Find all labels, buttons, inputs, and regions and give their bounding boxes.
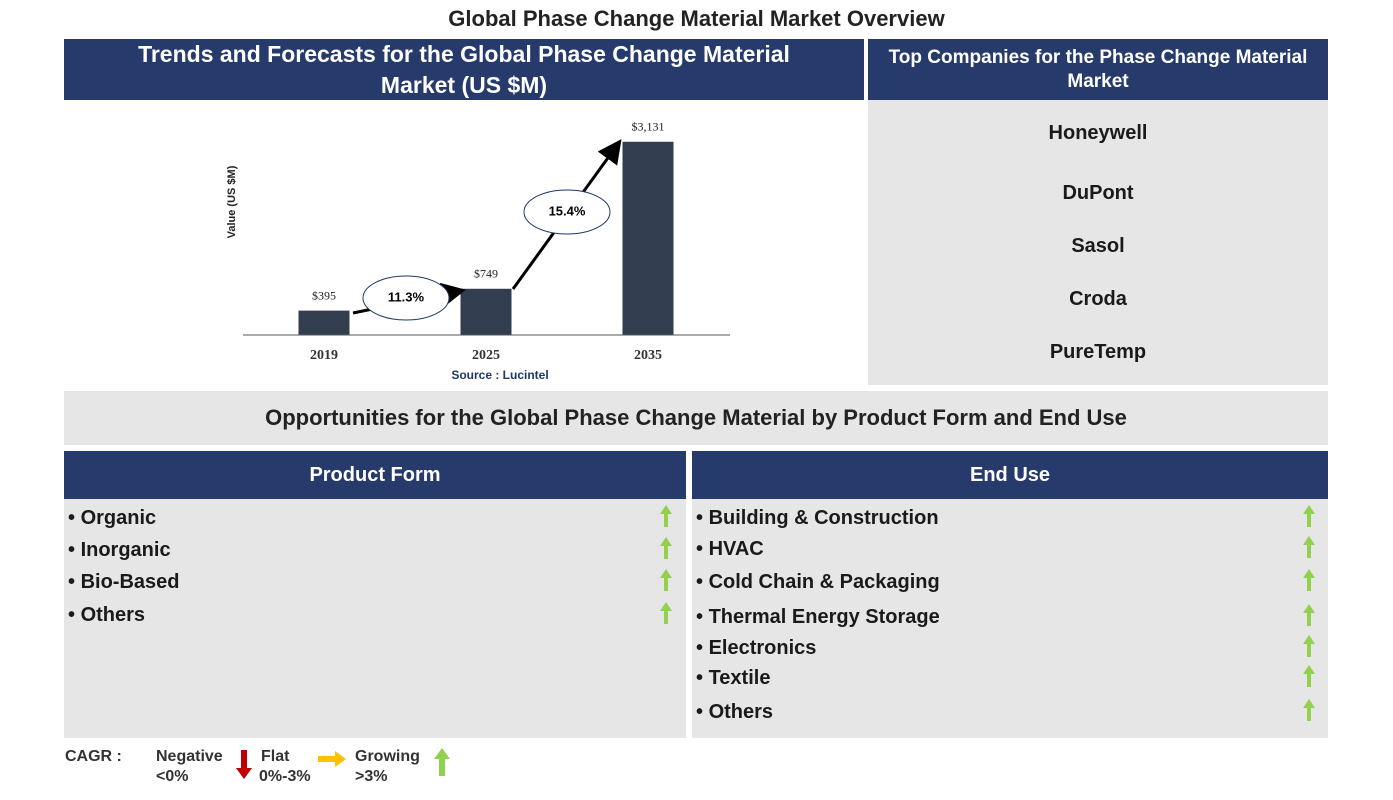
- legend-flat-range: 0%-3%: [259, 768, 311, 785]
- growing-arrow: [434, 748, 450, 776]
- bullet: •: [696, 667, 709, 689]
- bullet: •: [696, 637, 709, 659]
- negative-arrow: [236, 750, 252, 779]
- end-use-header: End Use: [692, 451, 1328, 499]
- list-item: • Electronics: [696, 637, 816, 660]
- item-text: Inorganic: [80, 539, 171, 561]
- cagr-bubble: [362, 275, 450, 321]
- company-name: Honeywell: [1048, 122, 1148, 144]
- source: Source : Lucintel: [451, 368, 548, 382]
- bullet: •: [696, 507, 709, 529]
- list-item: • Building & Construction: [696, 507, 939, 530]
- legend-negative: Negative: [156, 748, 223, 765]
- list-item: • Cold Chain & Packaging: [696, 571, 940, 594]
- item-text: Cold Chain & Packaging: [708, 571, 940, 593]
- page-title: Global Phase Change Material Market Over…: [448, 6, 945, 31]
- bullet: •: [696, 701, 709, 723]
- growing-arrow: [660, 537, 672, 559]
- growing-arrow: [1303, 569, 1315, 591]
- legend-growing: Growing: [355, 748, 420, 765]
- bullet: •: [696, 571, 709, 593]
- legend-flat: Flat: [261, 748, 290, 765]
- item-text: Building & Construction: [708, 507, 939, 529]
- chart: Value (US $M) $395 2019 $749 2025 $3,131 2035 1…: [226, 120, 730, 382]
- companies-header: Top Companies for the Phase Change Mater…: [868, 39, 1328, 100]
- growing-arrow: [1303, 665, 1315, 687]
- list-item: • Textile: [696, 667, 770, 690]
- cagr-label: 15.4%: [549, 203, 586, 218]
- item-text: Others: [708, 701, 774, 723]
- bullet: •: [68, 507, 81, 529]
- opportunities-title: Opportunities for the Global Phase Chang…: [64, 391, 1328, 445]
- item-text: HVAC: [708, 538, 764, 560]
- list-item: • Inorganic: [68, 539, 171, 562]
- bar: [622, 141, 674, 335]
- value-label: $395: [312, 288, 336, 302]
- end-use-list: • Building & Construction • HVAC • Cold Ch…: [692, 499, 1328, 738]
- list-item: • Bio-Based: [68, 571, 179, 594]
- item-text: Textile: [708, 667, 771, 689]
- value-label: $749: [474, 267, 498, 281]
- legend-growing-range: >3%: [355, 768, 388, 785]
- product-form-list: • Organic • Inorganic • Bio-Based • Others: [64, 499, 686, 738]
- item-text: Electronics: [708, 637, 817, 659]
- company-name: PureTemp: [1049, 341, 1147, 363]
- bar: [298, 310, 350, 335]
- bullet: •: [68, 571, 81, 593]
- list-item: • Others: [696, 701, 773, 724]
- companies-list: Honeywell DuPont Sasol Croda PureTemp: [868, 100, 1328, 385]
- growing-arrow: [660, 602, 672, 624]
- list-item: • HVAC: [696, 538, 764, 561]
- list-item: • Others: [68, 604, 145, 627]
- growing-arrow: [660, 505, 672, 527]
- legend-negative-range: <0%: [156, 768, 189, 785]
- list-item: • Organic: [68, 507, 156, 530]
- x-tick-label: 2019: [310, 348, 338, 363]
- bullet: •: [696, 606, 709, 628]
- growing-arrow: [1303, 635, 1315, 657]
- growing-arrow: [1303, 604, 1315, 626]
- value-label: $3,131: [632, 120, 665, 134]
- company-name: DuPont: [1062, 182, 1134, 204]
- company-name: Croda: [1069, 288, 1127, 310]
- growing-arrow: [1303, 699, 1315, 721]
- flat-arrow: [318, 751, 346, 767]
- bullet: •: [68, 604, 81, 626]
- item-text: Bio-Based: [80, 571, 180, 593]
- bar: [460, 288, 512, 335]
- list-item: • Thermal Energy Storage: [696, 606, 940, 629]
- bullet: •: [68, 539, 81, 561]
- x-tick-label: 2035: [634, 348, 662, 363]
- cagr-bubble: [523, 189, 611, 235]
- legend-label: CAGR :: [65, 748, 122, 765]
- growing-arrow: [660, 569, 672, 591]
- bullet: •: [696, 538, 709, 560]
- chart-header: Trends and Forecasts for the Global Phas…: [64, 39, 864, 100]
- product-form-header: Product Form: [64, 451, 686, 499]
- item-text: Organic: [80, 507, 157, 529]
- growing-arrow: [1303, 505, 1315, 527]
- x-tick-label: 2025: [472, 348, 500, 363]
- growing-arrow: [1303, 536, 1315, 558]
- company-name: Sasol: [1071, 235, 1125, 257]
- cagr-label: 11.3%: [388, 289, 425, 304]
- y-axis-label: Value (US $M): [226, 165, 238, 238]
- item-text: Thermal Energy Storage: [708, 606, 940, 628]
- item-text: Others: [80, 604, 146, 626]
